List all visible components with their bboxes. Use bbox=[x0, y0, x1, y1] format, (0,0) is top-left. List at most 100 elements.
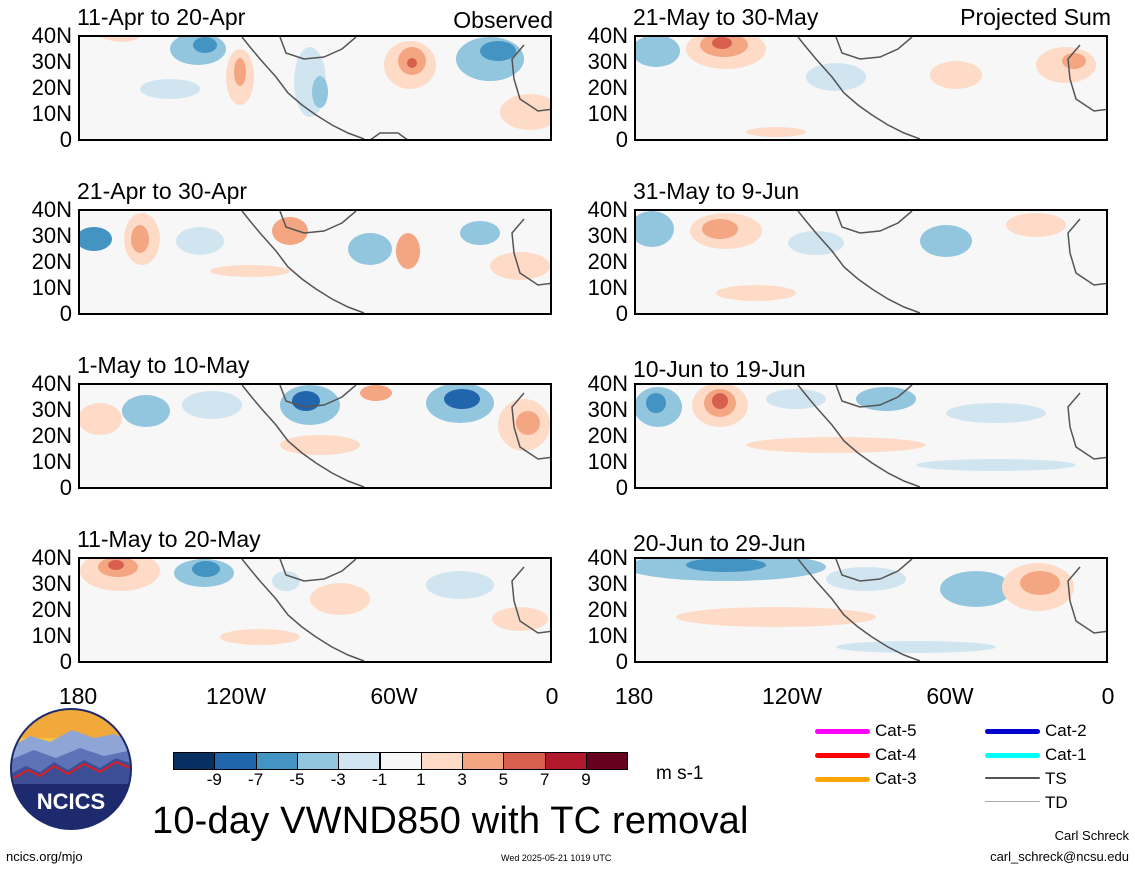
colorbar-unit: m s-1 bbox=[656, 763, 704, 784]
map-panel-left-3 bbox=[78, 383, 552, 489]
y-tick-label: 0 bbox=[59, 127, 72, 152]
colorbar-label: -5 bbox=[289, 770, 305, 789]
legend-line bbox=[815, 777, 870, 782]
projected-sum-tag: Projected Sum bbox=[960, 4, 1111, 30]
legend-label: TS bbox=[1045, 769, 1067, 788]
colorbar-label: 1 bbox=[416, 770, 426, 789]
y-tick-label: 10N bbox=[31, 101, 72, 126]
y-tick-label: 40N bbox=[587, 23, 628, 48]
colorbar-label: -7 bbox=[248, 770, 264, 789]
y-tick-label: 30N bbox=[31, 223, 72, 248]
colorbar-swatch bbox=[338, 752, 381, 770]
x-tick-label: 120W bbox=[761, 683, 823, 709]
legend-label: Cat-5 bbox=[875, 721, 917, 740]
anomaly-map bbox=[100, 37, 550, 139]
panel-date-label: 31-May to 9-Jun bbox=[633, 178, 800, 204]
panel-date-label: 1-May to 10-May bbox=[77, 352, 250, 378]
y-tick-label: 20N bbox=[587, 423, 628, 448]
footer-timestamp: Wed 2025-05-21 1019 UTC bbox=[501, 853, 612, 863]
y-tick-label: 40N bbox=[31, 371, 72, 396]
colorbar-swatch bbox=[379, 752, 422, 770]
legend-label: Cat-3 bbox=[875, 769, 917, 788]
colorbar-swatch bbox=[544, 752, 587, 770]
y-tick-label: 40N bbox=[31, 23, 72, 48]
legend-line bbox=[985, 777, 1040, 779]
colorbar-label: 9 bbox=[581, 770, 591, 789]
colorbar-swatch bbox=[586, 752, 629, 770]
footer-email: carl_schreck@ncsu.edu bbox=[990, 849, 1129, 864]
map-panel-right-1 bbox=[634, 35, 1108, 141]
y-tick-label: 0 bbox=[615, 127, 628, 152]
colorbar-label: -9 bbox=[206, 770, 222, 789]
panel-date-label: 20-Jun to 29-Jun bbox=[633, 530, 806, 556]
legend-label: Cat-1 bbox=[1045, 745, 1087, 764]
y-tick-label: 30N bbox=[587, 571, 628, 596]
y-tick-label: 30N bbox=[587, 397, 628, 422]
y-tick-label: 10N bbox=[587, 275, 628, 300]
legend-line bbox=[985, 801, 1040, 802]
colorbar-swatch bbox=[503, 752, 546, 770]
panel-date-label: 11-Apr to 20-Apr bbox=[77, 4, 246, 30]
legend-label: TD bbox=[1045, 793, 1068, 812]
y-tick-label: 20N bbox=[587, 75, 628, 100]
x-tick-label: 60W bbox=[926, 683, 974, 709]
map-panel-right-3 bbox=[634, 383, 1108, 489]
main-title: 10-day VWND850 with TC removal bbox=[152, 800, 749, 842]
y-tick-label: 20N bbox=[31, 597, 72, 622]
colorbar-swatch bbox=[420, 752, 464, 770]
colorbar-swatch bbox=[462, 752, 505, 770]
legend-line bbox=[985, 729, 1040, 734]
anomaly-map bbox=[80, 211, 550, 313]
y-tick-label: 20N bbox=[587, 597, 628, 622]
y-tick-label: 30N bbox=[587, 49, 628, 74]
ncics-logo: NCICS bbox=[10, 708, 132, 830]
footer-url: ncics.org/mjo bbox=[6, 849, 83, 864]
anomaly-map bbox=[636, 559, 1106, 661]
anomaly-map bbox=[80, 559, 550, 661]
y-tick-label: 30N bbox=[31, 49, 72, 74]
y-tick-label: 0 bbox=[59, 649, 72, 674]
colorbar-label: 5 bbox=[498, 770, 509, 789]
x-tick-label: 60W bbox=[370, 683, 418, 709]
y-tick-label: 40N bbox=[587, 371, 628, 396]
y-tick-label: 40N bbox=[587, 197, 628, 222]
y-tick-label: 0 bbox=[615, 475, 628, 500]
y-tick-label: 40N bbox=[31, 197, 72, 222]
y-tick-label: 10N bbox=[587, 449, 628, 474]
anomaly-map bbox=[636, 385, 1106, 487]
y-tick-label: 30N bbox=[31, 571, 72, 596]
anomaly-map bbox=[80, 385, 550, 487]
y-tick-label: 0 bbox=[615, 301, 628, 326]
legend-line bbox=[985, 753, 1040, 758]
legend-line bbox=[815, 729, 870, 734]
panel-date-label: 11-May to 20-May bbox=[77, 526, 261, 552]
footer-author: Carl Schreck bbox=[1054, 828, 1129, 843]
colorbar-label: -3 bbox=[330, 770, 346, 789]
x-tick-label: 120W bbox=[205, 683, 267, 709]
y-tick-label: 20N bbox=[587, 249, 628, 274]
anomaly-map bbox=[636, 37, 1106, 139]
y-tick-label: 30N bbox=[587, 223, 628, 248]
colorbar-swatch bbox=[296, 752, 340, 770]
panel-date-label: 21-Apr to 30-Apr bbox=[77, 178, 248, 204]
y-tick-label: 0 bbox=[615, 649, 628, 674]
y-tick-label: 10N bbox=[31, 449, 72, 474]
x-tick-label: 180 bbox=[614, 683, 654, 709]
y-tick-label: 40N bbox=[31, 545, 72, 570]
colorbar-swatch bbox=[214, 752, 257, 770]
y-tick-label: 0 bbox=[59, 475, 72, 500]
colorbar-swatch bbox=[255, 752, 298, 770]
y-tick-label: 20N bbox=[31, 249, 72, 274]
x-tick-label: 0 bbox=[545, 683, 559, 709]
x-tick-label: 0 bbox=[1101, 683, 1115, 709]
map-panel-left-1 bbox=[78, 35, 552, 141]
panel-date-label: 10-Jun to 19-Jun bbox=[633, 356, 806, 382]
y-tick-label: 10N bbox=[31, 623, 72, 648]
y-tick-label: 0 bbox=[59, 301, 72, 326]
map-panel-left-2 bbox=[78, 209, 552, 315]
y-tick-label: 20N bbox=[31, 423, 72, 448]
map-panel-right-2 bbox=[634, 209, 1108, 315]
panel-date-label: 21-May to 30-May bbox=[633, 4, 819, 30]
y-tick-label: 40N bbox=[587, 545, 628, 570]
colorbar-label: 3 bbox=[457, 770, 467, 789]
